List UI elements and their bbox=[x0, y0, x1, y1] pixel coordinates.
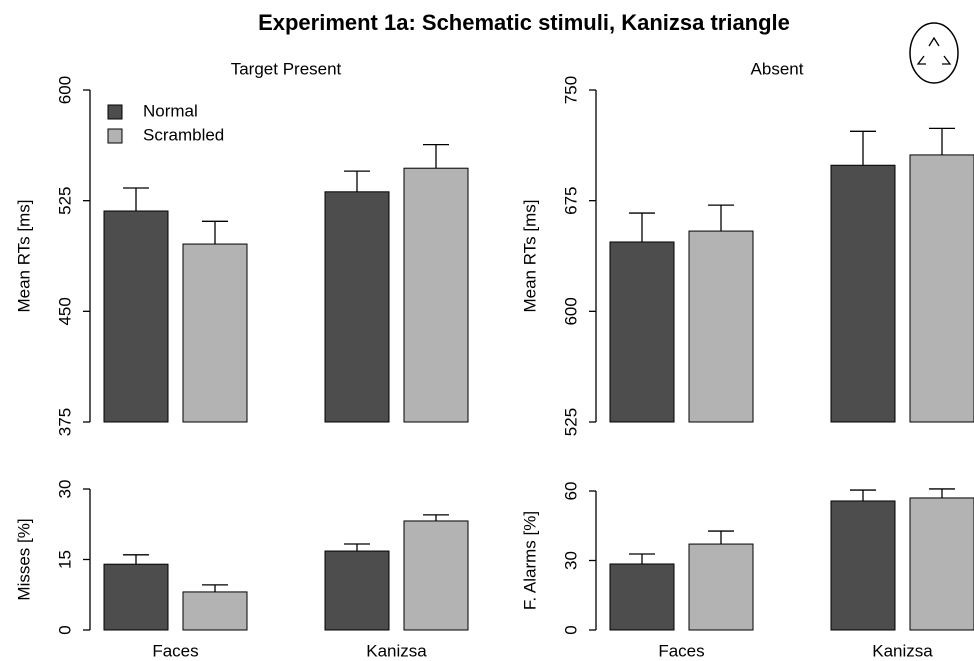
y-tick-label: 375 bbox=[55, 408, 74, 436]
y-tick-label: 0 bbox=[55, 625, 74, 634]
bar bbox=[183, 592, 247, 630]
bar bbox=[910, 498, 974, 630]
y-tick-label: 600 bbox=[561, 297, 580, 325]
y-tick-label: 450 bbox=[55, 297, 74, 325]
y-tick-label: 675 bbox=[561, 186, 580, 214]
bar bbox=[689, 544, 753, 630]
legend-swatch bbox=[108, 129, 122, 143]
figure: Experiment 1a: Schematic stimuli, Kanizs… bbox=[0, 0, 974, 661]
panel-title: Absent bbox=[751, 59, 804, 78]
legend-swatch bbox=[108, 105, 122, 119]
panel-title: Target Present bbox=[231, 59, 342, 78]
bar bbox=[325, 551, 389, 630]
legend-label: Scrambled bbox=[143, 125, 224, 144]
y-axis-label: Mean RTs [ms] bbox=[520, 199, 539, 312]
bar bbox=[610, 242, 674, 422]
y-tick-label: 0 bbox=[561, 625, 580, 634]
bar bbox=[831, 501, 895, 630]
x-tick-label: Faces bbox=[152, 641, 198, 660]
y-tick-label: 30 bbox=[55, 480, 74, 499]
y-axis-label: F. Alarms [%] bbox=[520, 511, 539, 610]
bar bbox=[325, 192, 389, 422]
bar bbox=[104, 211, 168, 422]
y-tick-label: 600 bbox=[55, 76, 74, 104]
bar bbox=[689, 231, 753, 422]
bar bbox=[831, 165, 895, 422]
x-tick-label: Kanizsa bbox=[872, 641, 933, 660]
y-tick-label: 525 bbox=[55, 186, 74, 214]
legend-label: Normal bbox=[143, 101, 198, 120]
bar bbox=[404, 168, 468, 422]
bar bbox=[404, 521, 468, 630]
bar bbox=[910, 155, 974, 422]
y-tick-label: 60 bbox=[561, 482, 580, 501]
y-axis-label: Misses [%] bbox=[14, 518, 33, 600]
y-tick-label: 525 bbox=[561, 408, 580, 436]
x-tick-label: Faces bbox=[658, 641, 704, 660]
y-axis-label: Mean RTs [ms] bbox=[14, 199, 33, 312]
x-tick-label: Kanizsa bbox=[366, 641, 427, 660]
bar bbox=[183, 244, 247, 422]
bar bbox=[610, 564, 674, 630]
y-tick-label: 750 bbox=[561, 76, 580, 104]
bar bbox=[104, 564, 168, 630]
stimulus-icon bbox=[910, 23, 958, 83]
y-tick-label: 15 bbox=[55, 550, 74, 569]
figure-title: Experiment 1a: Schematic stimuli, Kanizs… bbox=[258, 10, 790, 35]
y-tick-label: 30 bbox=[561, 551, 580, 570]
